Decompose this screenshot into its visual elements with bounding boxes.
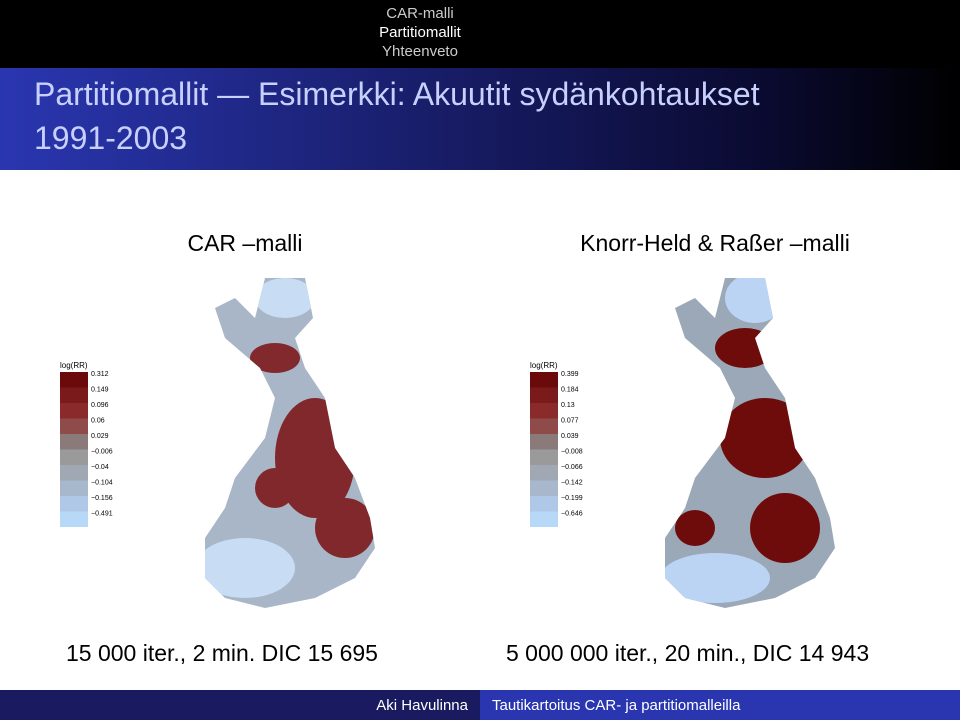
legend-swatch	[60, 449, 88, 465]
legend-swatch	[530, 496, 558, 512]
legend-swatch	[60, 480, 88, 496]
legend-label: −0.491	[91, 511, 113, 518]
legend-label: 0.399	[561, 371, 579, 378]
maps: log(RR)0.3120.1490.0960.060.029−0.006−0.…	[60, 278, 835, 608]
legend-swatch	[60, 387, 88, 403]
legend-label: −0.006	[91, 449, 113, 456]
footer-author: Aki Havulinna	[0, 690, 480, 720]
legend-title: log(RR)	[60, 361, 88, 370]
map-car	[205, 278, 375, 608]
nav-item[interactable]: CAR-malli	[386, 5, 454, 22]
legend-swatch	[530, 418, 558, 434]
legend-label: −0.646	[561, 511, 583, 518]
legend-label: 0.06	[91, 418, 105, 425]
legend-label: −0.04	[91, 464, 109, 471]
legend-swatch	[60, 403, 88, 419]
title-bar: Partitiomallit — Esimerkki: Akuutit sydä…	[0, 68, 960, 170]
legend-label: −0.142	[561, 480, 583, 487]
column-heading: Knorr-Held & Raßer –malli	[580, 230, 850, 256]
legend-label: −0.066	[561, 464, 583, 471]
legend-label: −0.199	[561, 495, 583, 502]
footer-talk: Tautikartoitus CAR- ja partitiomalleilla	[480, 690, 960, 720]
legend-label: −0.156	[91, 495, 113, 502]
footer: Aki Havulinna Tautikartoitus CAR- ja par…	[0, 690, 960, 720]
legend-label: 0.029	[91, 433, 109, 440]
legend-swatch	[60, 372, 88, 388]
legend-label: 0.077	[561, 418, 579, 425]
caption: 5 000 000 iter., 20 min., DIC 14 943	[506, 640, 870, 666]
legend-swatch	[60, 465, 88, 481]
legend-swatch	[530, 511, 558, 527]
title: 1991-2003	[34, 120, 188, 156]
legend-label: −0.104	[91, 480, 113, 487]
legend-swatch	[530, 480, 558, 496]
legend-title: log(RR)	[530, 361, 558, 370]
title: Partitiomallit — Esimerkki: Akuutit sydä…	[34, 76, 760, 112]
legend-swatch	[60, 418, 88, 434]
map-knorr-held	[665, 278, 835, 608]
legend-label: 0.149	[91, 387, 109, 394]
legend-swatch	[530, 403, 558, 419]
legend-label: 0.13	[561, 402, 575, 409]
legend-swatch	[530, 465, 558, 481]
legend-label: 0.096	[91, 402, 109, 409]
legend-label: −0.008	[561, 449, 583, 456]
legend-label: 0.039	[561, 433, 579, 440]
legend-swatch	[530, 434, 558, 450]
nav-item[interactable]: Yhteenveto	[382, 43, 458, 60]
legend-swatch	[60, 511, 88, 527]
column-heading: CAR –malli	[187, 230, 303, 256]
caption: 15 000 iter., 2 min. DIC 15 695	[66, 640, 378, 666]
nav-bar: CAR-malli Partitiomallit Yhteenveto	[0, 0, 960, 68]
legend-swatch	[530, 387, 558, 403]
legend-swatch	[530, 372, 558, 388]
legend-label: 0.184	[561, 387, 579, 394]
legend-swatch	[60, 496, 88, 512]
legend-swatch	[60, 434, 88, 450]
legend-swatch	[530, 449, 558, 465]
nav-item[interactable]: Partitiomallit	[379, 24, 461, 41]
legend-label: 0.312	[91, 371, 109, 378]
